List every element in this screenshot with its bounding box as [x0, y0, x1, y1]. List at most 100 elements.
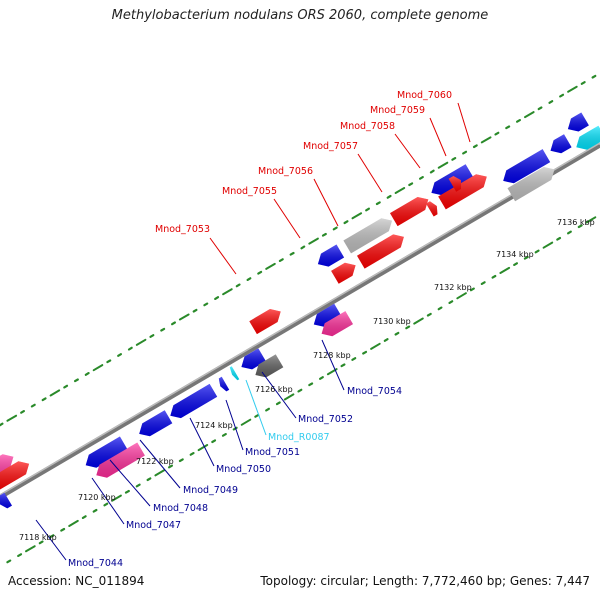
gene-label-mnod-7044[interactable]: Mnod_7044: [68, 558, 123, 569]
gene-arrow-shade: [426, 201, 438, 217]
major-tick: [499, 266, 511, 274]
minor-tick: [394, 331, 400, 336]
gene-label-mnod-7054[interactable]: Mnod_7054: [347, 386, 402, 397]
gene-arrow-shade: [331, 262, 356, 284]
minor-tick: [580, 81, 586, 85]
major-tick: [480, 136, 492, 144]
gene-label-mnod-7058[interactable]: Mnod_7058: [340, 121, 395, 132]
gene-label-mnod-r0087[interactable]: Mnod_R0087: [268, 432, 330, 443]
minor-tick: [38, 540, 44, 545]
minor-tick: [556, 236, 562, 241]
gene-arrow-shade: [448, 176, 461, 192]
gene-label-mnod-7051[interactable]: Mnod_7051: [245, 447, 300, 458]
major-tick: [6, 414, 18, 422]
gene-label-mnod-7052[interactable]: Mnod_7052: [298, 414, 353, 425]
kbp-label: 7134 kbp: [496, 250, 534, 259]
leader-line: [321, 339, 345, 391]
minor-tick: [103, 502, 109, 507]
major-tick: [351, 212, 363, 220]
minor-tick: [437, 306, 443, 311]
minor-tick: [451, 157, 457, 161]
minor-tick: [426, 312, 432, 317]
gene-label-mnod-7053[interactable]: Mnod_7053: [155, 224, 210, 235]
kbp-label: 7118 kbp: [19, 533, 57, 542]
kbp-label: 7132 kbp: [434, 283, 472, 292]
major-tick: [178, 313, 190, 321]
gene-arrow-shade: [357, 234, 404, 269]
minor-tick: [211, 439, 217, 444]
genome-title: Methylobacterium nodulans ORS 2060, comp…: [111, 8, 489, 23]
gene-label-mnod-7059[interactable]: Mnod_7059: [370, 105, 425, 116]
gene-label-mnod-7055[interactable]: Mnod_7055: [222, 186, 277, 197]
gene-arrow-shade: [85, 436, 128, 468]
minor-tick: [332, 226, 338, 231]
minor-tick: [386, 194, 392, 199]
minor-tick: [6, 559, 12, 564]
gene-label-mnod-7049[interactable]: Mnod_7049: [183, 485, 238, 496]
gene-arrow-shade: [0, 492, 12, 509]
major-tick: [154, 469, 166, 477]
major-tick: [394, 187, 406, 194]
gene-label-mnod-7048[interactable]: Mnod_7048: [153, 503, 208, 514]
minor-tick: [81, 515, 87, 520]
minor-tick: [491, 274, 497, 279]
kbp-label: 7128 kbp: [313, 351, 351, 360]
gene-arrow-shade: [576, 125, 600, 150]
leader-line: [357, 153, 383, 193]
major-tick: [92, 364, 104, 372]
minor-tick: [375, 201, 381, 206]
label-leaders: [35, 102, 471, 561]
major-tick: [437, 161, 449, 169]
minor-tick: [340, 363, 346, 368]
minor-tick: [275, 401, 281, 406]
minor-tick: [203, 302, 209, 307]
leader-line: [225, 399, 244, 451]
minor-tick: [405, 325, 411, 330]
major-tick: [542, 241, 554, 249]
minor-tick: [49, 534, 55, 539]
gene-arrow-shade: [317, 244, 345, 267]
minor-tick: [73, 378, 79, 383]
major-tick: [567, 85, 578, 93]
gene-label-mnod-7057[interactable]: Mnod_7057: [303, 141, 358, 152]
minor-tick: [591, 74, 597, 79]
gene-label-mnod-7060[interactable]: Mnod_7060: [397, 90, 452, 101]
gene-track: [0, 112, 600, 509]
gene-label-mnod-7056[interactable]: Mnod_7056: [258, 166, 313, 177]
minor-tick: [351, 357, 357, 361]
leader-line: [35, 519, 67, 561]
gene-arrow-shade: [218, 376, 230, 392]
gene-arrow-shade: [313, 303, 342, 327]
genome-backbone-highlight: [0, 142, 600, 496]
genome-summary-text: Topology: circular; Length: 7,772,460 bp…: [260, 574, 590, 588]
minor-tick: [365, 207, 370, 212]
leader-line: [109, 459, 151, 507]
minor-tick: [472, 144, 478, 149]
gene-arrow-shade: [507, 167, 555, 202]
minor-tick: [117, 353, 123, 357]
minor-tick: [149, 334, 155, 338]
leader-line: [457, 102, 471, 143]
major-tick: [283, 393, 295, 401]
leader-line: [394, 133, 421, 169]
minor-tick: [168, 464, 173, 469]
minor-tick: [494, 131, 500, 136]
gene-label-mnod-7047[interactable]: Mnod_7047: [126, 520, 181, 531]
gene-arrow-shade: [0, 454, 14, 474]
minor-tick: [419, 176, 424, 180]
gene-arrow-shade: [96, 442, 145, 478]
gene-label-mnod-7050[interactable]: Mnod_7050: [216, 464, 271, 475]
major-tick: [585, 216, 597, 224]
minor-tick: [0, 422, 4, 427]
kbp-label: 7136 kbp: [557, 218, 595, 227]
minor-tick: [429, 169, 435, 174]
major-tick: [265, 262, 276, 270]
major-tick: [49, 389, 61, 397]
minor-tick: [308, 382, 314, 387]
leader-line: [429, 117, 447, 157]
minor-tick: [160, 327, 166, 332]
gene-arrow-shade: [390, 197, 429, 227]
minor-tick: [505, 125, 511, 130]
minor-tick: [178, 458, 184, 463]
major-tick: [135, 338, 147, 346]
